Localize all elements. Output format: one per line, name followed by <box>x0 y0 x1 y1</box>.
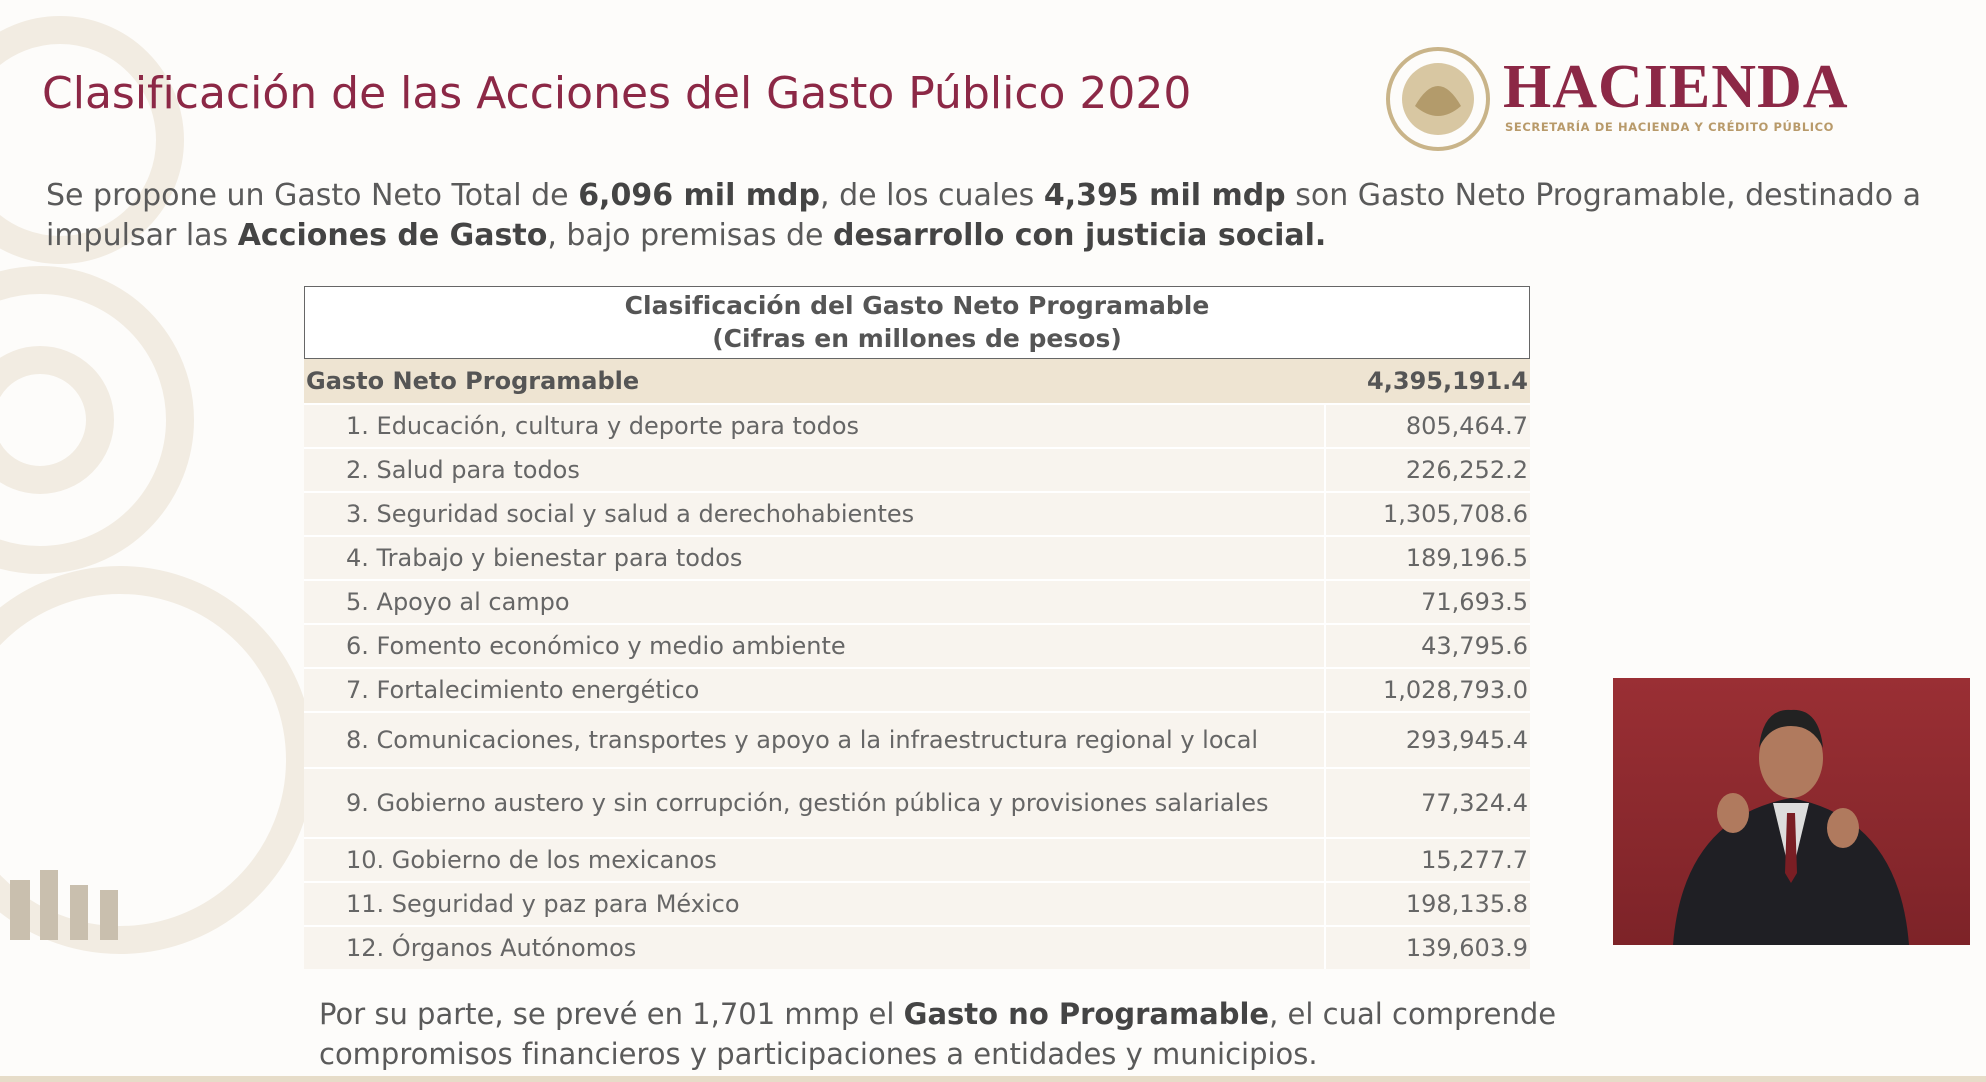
logo-subtitle: SECRETARÍA DE HACIENDA Y CRÉDITO PÚBLICO <box>1505 120 1835 134</box>
row-value: 805,464.7 <box>1324 405 1530 447</box>
row-label: 11. Seguridad y paz para México <box>346 890 740 918</box>
table-row: 7. Fortalecimiento energético 1,028,793.0 <box>304 667 1530 711</box>
bold-text: 6,096 mil mdp <box>578 178 821 213</box>
total-row: Gasto Neto Programable 4,395,191.4 <box>304 359 1530 403</box>
text: Se propone un Gasto Neto Total de <box>46 178 579 213</box>
logo-name: HACIENDA <box>1503 53 1849 121</box>
interpreter-video <box>1613 678 1970 945</box>
row-label: 9. Gobierno austero y sin corrupción, ge… <box>346 789 1269 817</box>
table-row: 1. Educación, cultura y deporte para tod… <box>304 403 1530 447</box>
text: , bajo premisas de <box>547 218 834 253</box>
row-label: 1. Educación, cultura y deporte para tod… <box>346 412 860 440</box>
text: Por su parte, se prevé en 1,701 mmp el <box>319 997 904 1031</box>
row-label: 10. Gobierno de los mexicanos <box>346 846 717 874</box>
row-value: 43,795.6 <box>1324 625 1530 667</box>
table-row: 11. Seguridad y paz para México 198,135.8 <box>304 881 1530 925</box>
table-row: 8. Comunicaciones, transportes y apoyo a… <box>304 711 1530 767</box>
bold-text: 4,395 mil mdp <box>1043 178 1286 213</box>
table-row: 9. Gobierno austero y sin corrupción, ge… <box>304 767 1530 837</box>
row-value: 293,945.4 <box>1324 713 1530 767</box>
row-label: 4. Trabajo y bienestar para todos <box>346 544 743 572</box>
table-header: Clasificación del Gasto Neto Programable… <box>304 286 1530 359</box>
total-value: 4,395,191.4 <box>1367 367 1528 395</box>
row-label: 6. Fomento económico y medio ambiente <box>346 632 846 660</box>
row-value: 71,693.5 <box>1324 581 1530 623</box>
table: Clasificación del Gasto Neto Programable… <box>304 286 1530 969</box>
table-row: 3. Seguridad social y salud a derechohab… <box>304 491 1530 535</box>
emblem <box>1386 47 1490 151</box>
bold-text: Acciones de Gasto <box>237 218 548 253</box>
row-value: 77,324.4 <box>1324 769 1530 837</box>
background-pattern <box>0 16 314 954</box>
bold-text: desarrollo con justicia social. <box>833 218 1327 253</box>
title: Clasificación de las Acciones del Gasto … <box>42 68 1192 119</box>
table-row: 5. Apoyo al campo 71,693.5 <box>304 579 1530 623</box>
row-label: 12. Órganos Autónomos <box>346 934 637 962</box>
interpreter-figure <box>1673 709 1909 945</box>
bottom-rule <box>0 1076 1986 1082</box>
intro-text: Se propone un Gasto Neto Total de 6,096 … <box>46 176 1926 256</box>
total-label: Gasto Neto Programable <box>306 367 640 395</box>
row-label: 5. Apoyo al campo <box>346 588 570 616</box>
table-subtitle: (Cifras en millones de pesos) <box>712 324 1122 353</box>
row-value: 139,603.9 <box>1324 927 1530 969</box>
row-label: 7. Fortalecimiento energético <box>346 676 700 704</box>
table-row: 10. Gobierno de los mexicanos 15,277.7 <box>304 837 1530 881</box>
row-value: 15,277.7 <box>1324 839 1530 881</box>
row-label: 2. Salud para todos <box>346 456 580 484</box>
row-value: 189,196.5 <box>1324 537 1530 579</box>
row-label: 3. Seguridad social y salud a derechohab… <box>346 500 915 528</box>
footer-text: Por su parte, se prevé en 1,701 mmp el G… <box>319 994 1739 1074</box>
text: son Gasto Neto Programable, destinado a … <box>46 178 1922 253</box>
table-row: 2. Salud para todos 226,252.2 <box>304 447 1530 491</box>
text: , de los cuales <box>820 178 1044 213</box>
table-row: 6. Fomento económico y medio ambiente 43,… <box>304 623 1530 667</box>
row-label: 8. Comunicaciones, transportes y apoyo a… <box>346 726 1259 754</box>
table-title: Clasificación del Gasto Neto Programable <box>624 291 1210 320</box>
table-row: 12. Órganos Autónomos 139,603.9 <box>304 925 1530 969</box>
row-value: 198,135.8 <box>1324 883 1530 925</box>
row-value: 1,028,793.0 <box>1324 669 1530 711</box>
table-row: 4. Trabajo y bienestar para todos 189,196… <box>304 535 1530 579</box>
bold-text: Gasto no Programable <box>903 997 1270 1031</box>
row-value: 226,252.2 <box>1324 449 1530 491</box>
table-body: 1. Educación, cultura y deporte para tod… <box>304 403 1530 969</box>
row-value: 1,305,708.6 <box>1324 493 1530 535</box>
text: , el cual comprende compromisos financie… <box>319 997 1557 1071</box>
